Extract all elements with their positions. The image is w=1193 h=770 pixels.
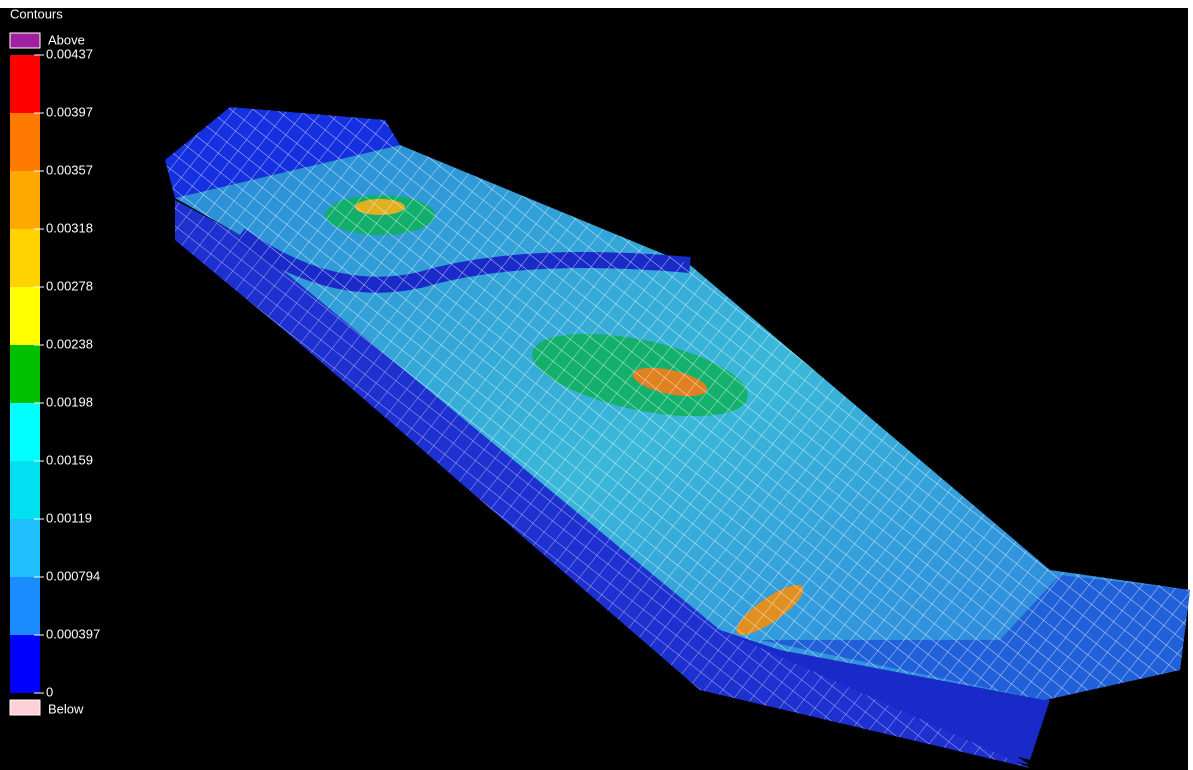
legend-band <box>10 519 40 577</box>
legend-level: 0.00119 <box>46 510 92 525</box>
legend-band <box>10 461 40 519</box>
legend-band <box>10 113 40 171</box>
legend-level: 0.000397 <box>46 626 100 641</box>
page: {"legend": {"title": "Contours", "above"… <box>0 0 1193 770</box>
below-swatch <box>10 700 40 715</box>
legend-level: 0.00238 <box>46 336 93 351</box>
legend-level: 0.00278 <box>46 278 93 293</box>
legend-band <box>10 171 40 229</box>
legend-band <box>10 229 40 287</box>
legend-band <box>10 55 40 113</box>
legend-title: Contours <box>10 6 63 21</box>
legend-band <box>10 345 40 403</box>
legend-level: 0.00357 <box>46 162 93 177</box>
legend-level: 0.00198 <box>46 394 93 409</box>
above-label: Above <box>48 32 85 47</box>
legend-level: 0.00318 <box>46 220 93 235</box>
legend-level: 0.00159 <box>46 452 93 467</box>
legend-band <box>10 577 40 635</box>
legend-band <box>10 635 40 693</box>
legend-band <box>10 287 40 345</box>
legend-level: 0 <box>46 684 53 699</box>
below-label: Below <box>48 701 84 716</box>
above-swatch <box>10 33 40 48</box>
legend-level: 0.00437 <box>46 46 93 61</box>
legend-band <box>10 403 40 461</box>
viewport: Contours Above 0.00437 0.00397 0.00357 0.00… <box>0 0 1193 770</box>
legend-level: 0.00397 <box>46 104 93 119</box>
legend-level: 0.000794 <box>46 568 100 583</box>
